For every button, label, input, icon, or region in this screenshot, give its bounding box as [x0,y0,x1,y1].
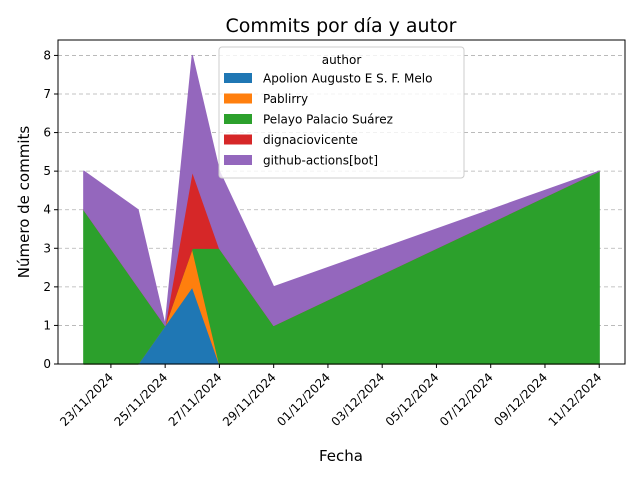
legend-swatch [224,93,252,104]
y-tick-label: 5 [43,164,51,178]
area-series-4 [83,54,600,327]
x-tick-label: 03/12/2024 [329,370,388,429]
x-tick-label: 25/11/2024 [111,370,170,429]
x-tick-label: 23/11/2024 [57,370,116,429]
y-axis: 0 1 2 3 4 5 6 7 8 [43,48,58,371]
legend-label: Apolion Augusto E S. F. Melo [263,72,432,86]
legend-box [218,46,465,179]
x-axis: 23/11/202425/11/202427/11/202429/11/2024… [57,364,604,429]
legend-swatch [224,155,252,165]
y-tick-label: 4 [43,203,51,217]
x-tick-label: 27/11/2024 [166,370,225,429]
legend-label: Pelayo Palacio Suárez [263,113,393,127]
x-axis-title: Fecha [319,447,363,465]
x-tick-label: 01/12/2024 [274,370,333,429]
legend-label: Pablirry [263,92,308,106]
legend-label: github-actions[bot] [263,154,378,168]
legend-swatch [224,114,252,124]
legend-label: dignaciovicente [263,133,358,147]
legend-swatch [224,73,252,83]
y-axis-title: Número de commits [15,126,33,279]
y-tick-label: 1 [43,318,51,332]
x-tick-label: 09/12/2024 [491,370,550,429]
legend: author Apolion Augusto E S. F. Melo Pablir… [218,46,465,179]
x-tick-label: 07/12/2024 [437,370,496,429]
legend-swatch [224,134,252,145]
y-tick-label: 8 [43,48,51,62]
y-tick-label: 6 [43,126,51,140]
y-tick-label: 2 [43,280,51,294]
y-tick-label: 3 [43,241,51,255]
y-tick-label: 7 [43,87,51,101]
x-tick-label: 05/12/2024 [383,370,442,429]
legend-title: author [322,53,362,67]
x-tick-label: 29/11/2024 [220,370,279,429]
y-tick-label: 0 [43,357,51,371]
plot-frame [57,39,626,365]
x-tick-label: 11/12/2024 [546,370,605,429]
chart-title: Commits por día y autor [226,15,457,37]
